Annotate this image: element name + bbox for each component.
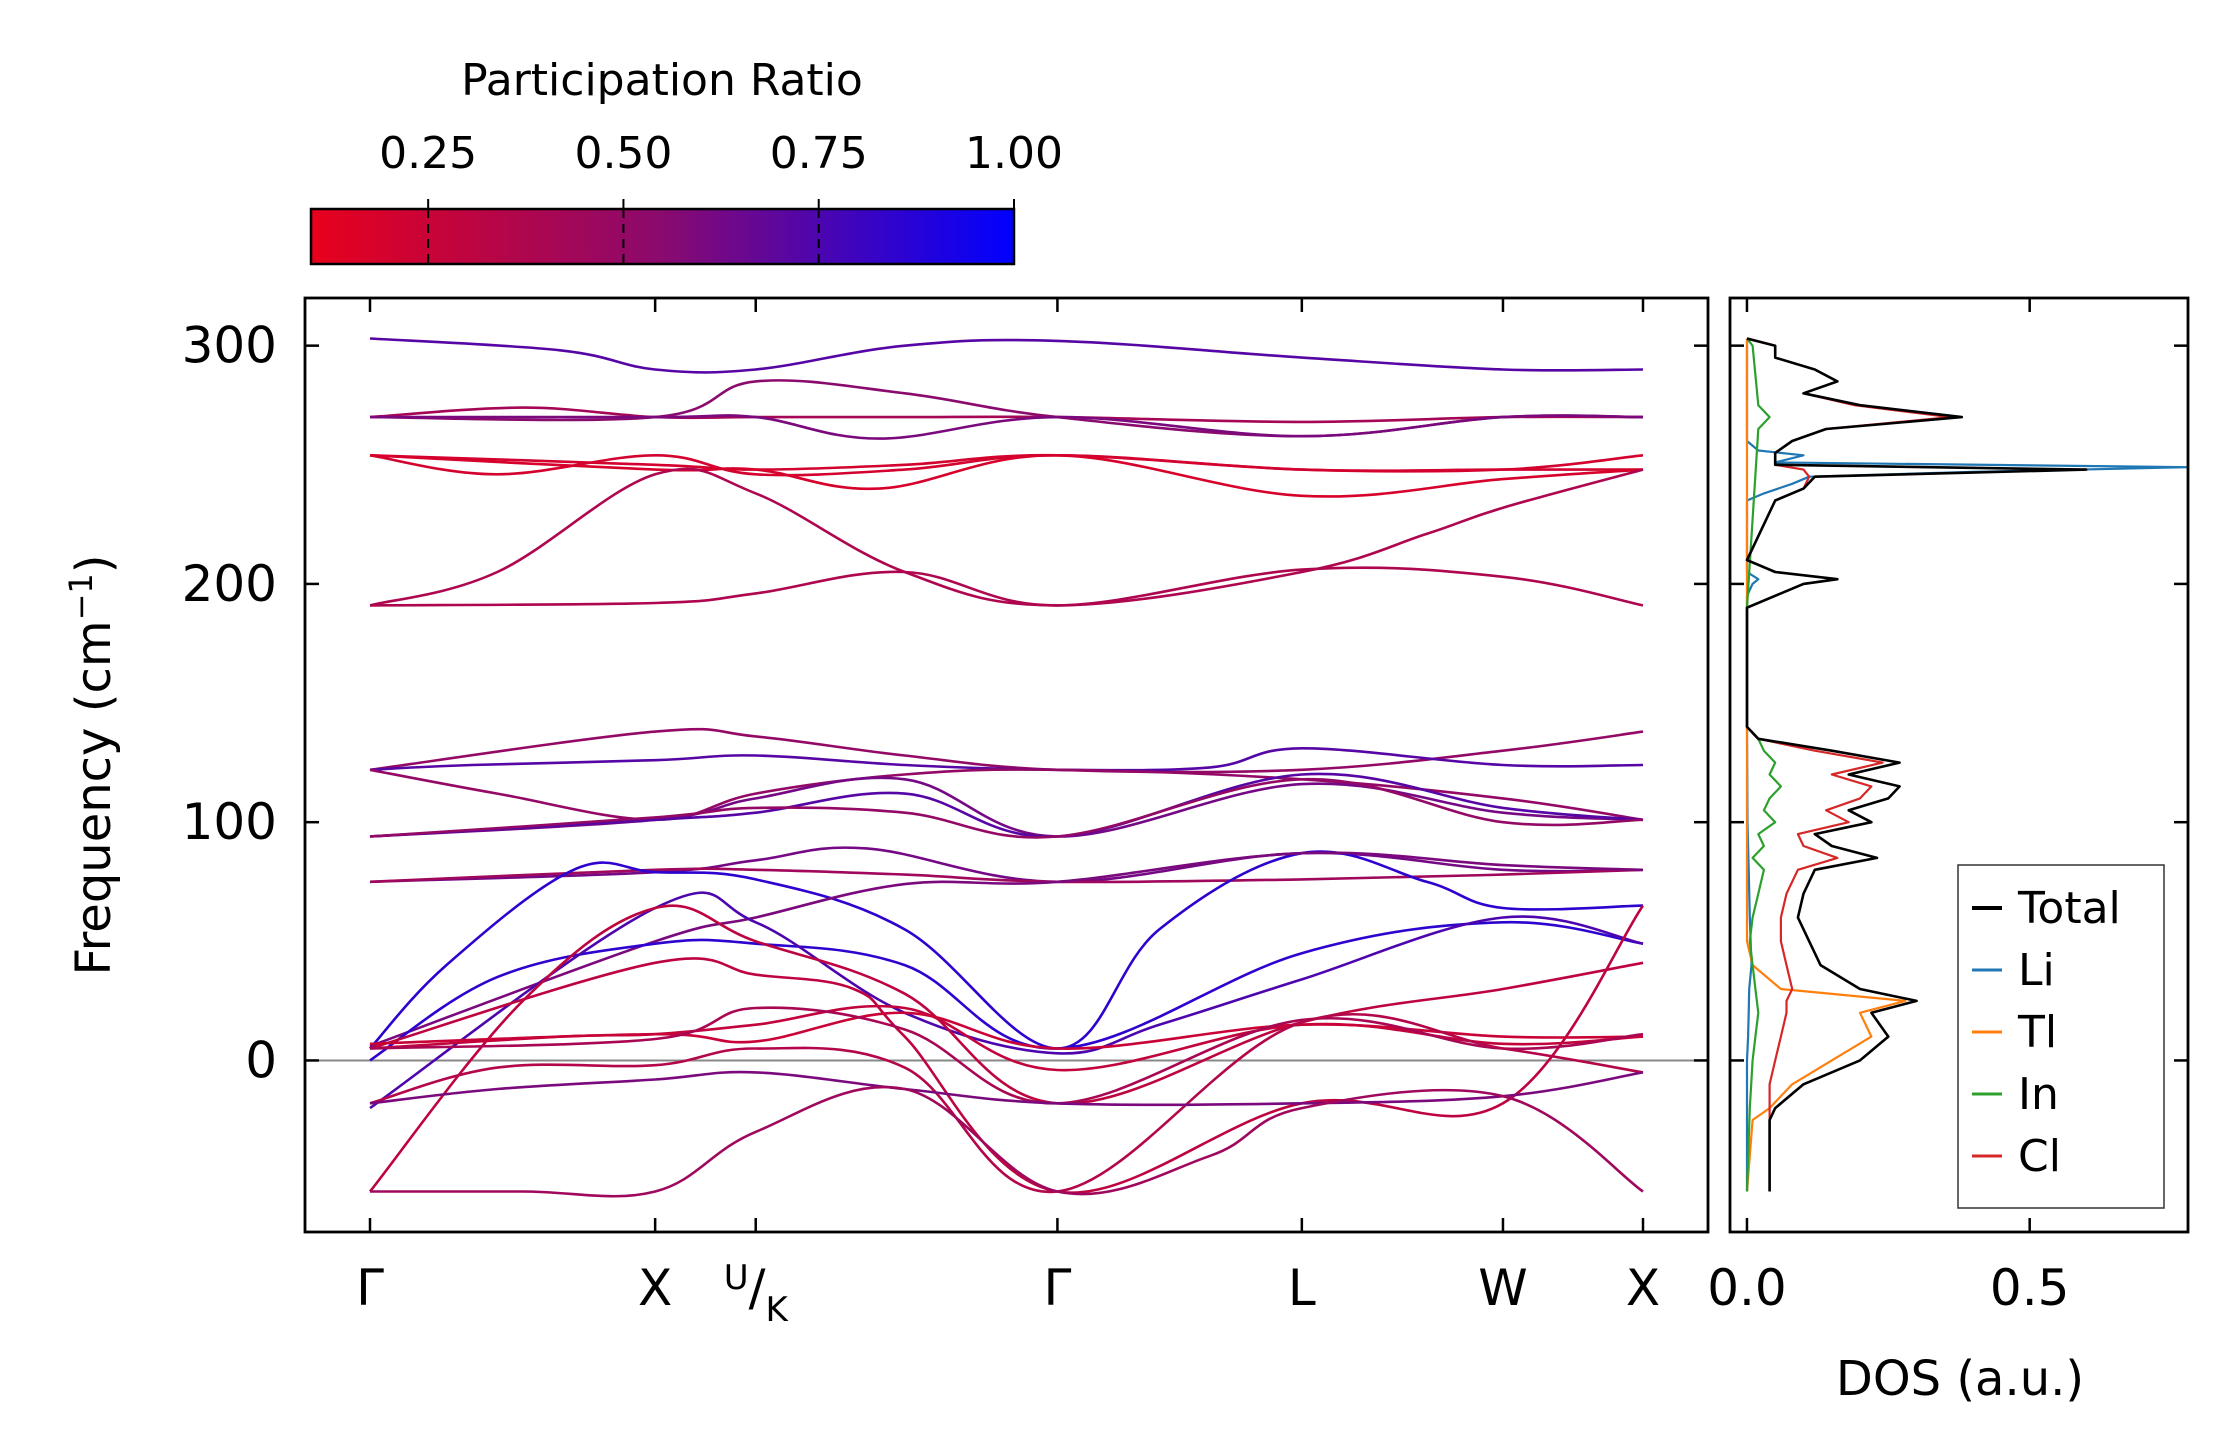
dos-curve-tl bbox=[1745, 338, 1907, 1192]
legend-label-in: In bbox=[2018, 1069, 2059, 1120]
k-point-label: Γ bbox=[356, 1259, 384, 1317]
band-line-b17 bbox=[369, 867, 1644, 884]
band-line-b27 bbox=[369, 1012, 1644, 1194]
dos-axis-label: DOS (a.u.) bbox=[1836, 1351, 2084, 1407]
phonon-bands bbox=[368, 337, 1645, 1198]
band-line-b23 bbox=[369, 904, 1645, 1194]
k-point-label: U/K bbox=[724, 1258, 790, 1330]
band-line-b26 bbox=[369, 1006, 1644, 1105]
k-point-label: X bbox=[1626, 1259, 1660, 1317]
band-ytick-label: 100 bbox=[182, 793, 277, 851]
dos-xtick-label: 0.0 bbox=[1707, 1259, 1787, 1317]
band-line-b01 bbox=[369, 337, 1644, 374]
legend-label-cl: Cl bbox=[2018, 1131, 2061, 1182]
band-line-b10 bbox=[369, 727, 1644, 774]
dos-legend: Total Li Tl In Cl bbox=[1957, 864, 2165, 1209]
band-ytick-label: 0 bbox=[245, 1031, 277, 1089]
colorbar-tick-label: 1.00 bbox=[965, 128, 1063, 179]
colorbar-gradient bbox=[309, 207, 1016, 266]
legend-label-total: Total bbox=[2017, 883, 2121, 934]
k-point-label: Γ bbox=[1043, 1259, 1071, 1317]
dos-xtick-label: 0.5 bbox=[1990, 1259, 2070, 1317]
colorbar-title: Participation Ratio bbox=[461, 55, 863, 106]
band-line-b06 bbox=[369, 454, 1644, 477]
colorbar: Participation Ratio 0.25 0.50 0.75 1.00 bbox=[309, 55, 1063, 266]
band-line-b28 bbox=[369, 1070, 1644, 1107]
colorbar-tick-label: 0.75 bbox=[770, 128, 868, 179]
band-line-b20 bbox=[369, 920, 1644, 1062]
band-line-b15 bbox=[369, 777, 1644, 839]
band-line-b18 bbox=[369, 850, 1644, 1050]
y-axis-label-end: ) bbox=[66, 554, 122, 573]
colorbar-tick-label: 0.50 bbox=[574, 128, 672, 179]
dos-curve-in bbox=[1745, 337, 1782, 1192]
dos-curves bbox=[1745, 337, 2188, 1192]
dos-y-ticks bbox=[1730, 344, 2188, 1062]
dos-x-ticks: 0.0 0.5 bbox=[1707, 298, 2069, 1317]
colorbar-tick-label: 0.25 bbox=[379, 128, 477, 179]
band-panel: 0 100 200 300 Γ X U/K Γ L W X Frequency (cm−1) bbox=[62, 296, 1710, 1330]
colorbar-ticks: 0.25 0.50 0.75 1.00 bbox=[379, 128, 1063, 264]
y-axis-label-sup: −1 bbox=[62, 573, 100, 620]
band-line-b09 bbox=[369, 566, 1644, 607]
y-axis-label-main: Frequency (cm bbox=[66, 620, 122, 975]
band-line-b29 bbox=[370, 1085, 1644, 1198]
k-point-label: X bbox=[638, 1259, 672, 1317]
dos-curve-total bbox=[1745, 337, 2088, 1192]
band-y-ticks: 0 100 200 300 bbox=[182, 317, 1708, 1089]
band-line-b22 bbox=[368, 904, 1644, 1193]
band-line-b19 bbox=[369, 851, 1644, 1048]
band-line-b25 bbox=[369, 1011, 1644, 1050]
band-line-b12 bbox=[369, 768, 1644, 822]
legend-label-li: Li bbox=[2018, 945, 2055, 996]
k-point-label: W bbox=[1478, 1259, 1527, 1317]
band-ytick-label: 200 bbox=[182, 555, 277, 613]
band-line-b03 bbox=[369, 406, 1644, 424]
k-point-label: L bbox=[1288, 1259, 1316, 1317]
legend-frame bbox=[1957, 864, 2165, 1209]
band-line-b08 bbox=[369, 467, 1644, 607]
band-line-b04 bbox=[370, 414, 1644, 440]
dos-panel: 0.0 0.5 DOS (a.u.) Total Li Tl In Cl bbox=[1707, 296, 2190, 1407]
legend-label-tl: Tl bbox=[2017, 1007, 2057, 1058]
band-line-b07 bbox=[369, 453, 1644, 498]
y-axis-label: Frequency (cm−1) bbox=[62, 554, 122, 975]
band-k-ticks: Γ X U/K Γ L W X bbox=[356, 298, 1660, 1330]
band-axes-frame bbox=[303, 296, 1710, 1234]
band-ytick-label: 300 bbox=[182, 317, 277, 375]
dos-axes-frame bbox=[1728, 296, 2190, 1234]
band-line-b14 bbox=[369, 772, 1644, 838]
